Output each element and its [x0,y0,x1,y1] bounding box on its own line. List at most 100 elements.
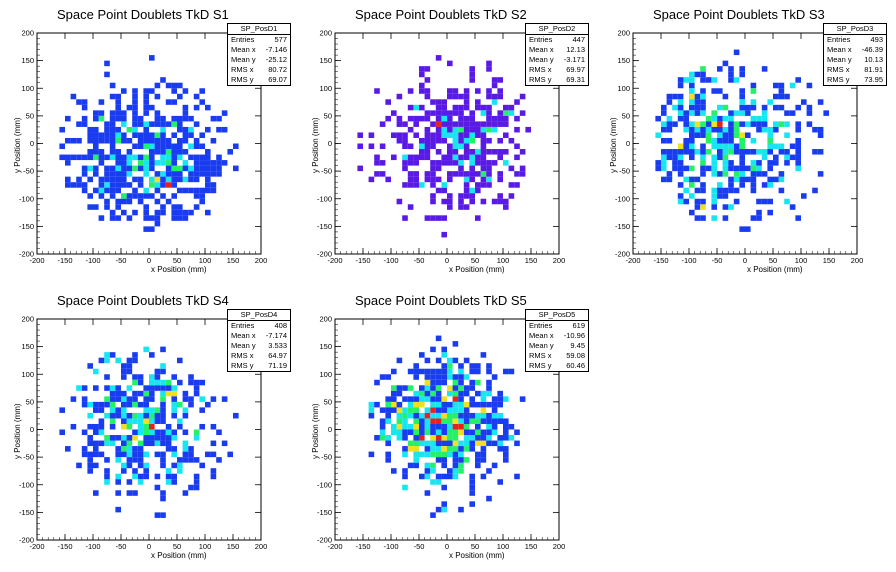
heatmap-bin [789,143,796,150]
heatmap-bin [789,110,796,116]
heatmap-bin [93,137,99,144]
heatmap-bin [711,187,717,194]
stats-label: Mean y [827,55,852,64]
heatmap-bin [672,121,678,127]
heatmap-bin [177,121,183,127]
stats-label: RMS x [827,65,850,74]
heatmap-bin [717,104,723,111]
heatmap-bin [205,187,211,194]
heatmap-bin [121,132,127,138]
heatmap-bin [205,209,211,216]
stats-row: Mean y -25.12 [228,55,290,65]
heatmap-bin [177,215,183,221]
heatmap-bin [784,121,790,127]
heatmap-bin [81,115,88,122]
heatmap-bin [65,176,71,183]
heatmap-bin [722,193,729,199]
heatmap-bin [778,187,785,194]
y-axis-title: y Position (mm) [609,117,618,173]
stats-row: Entries 619 [526,321,588,331]
heatmap-bin [486,66,492,72]
heatmap-bin [447,154,453,161]
heatmap-bin [210,165,217,172]
heatmap-bin [469,490,475,496]
heatmap-bin [739,160,745,166]
heatmap-bin [81,446,88,452]
heatmap-bin [661,149,667,155]
heatmap-bin [98,193,105,199]
heatmap-bin [121,446,127,452]
axis-ticks [334,32,560,255]
heatmap-bin [98,160,105,166]
heatmap-bin [193,457,200,463]
heatmap-bin [463,390,470,397]
heatmap-bin [452,143,459,150]
heatmap-bin [700,182,706,188]
stats-value: 408 [274,321,287,330]
heatmap-bin [154,440,161,447]
stats-label: Entries [827,35,851,44]
heatmap-bin [109,82,116,89]
heatmap-bin [447,88,453,94]
heatmap-bin [137,429,144,436]
heatmap-bin [458,198,464,205]
heatmap-bin [424,171,431,177]
heatmap-bin [407,88,414,94]
heatmap-bin [430,446,436,452]
heatmap-bin [756,209,762,216]
y-tick-label: -150 [317,508,332,517]
heatmap-bin [210,187,217,194]
heatmap-bin [419,385,425,391]
heatmap-bin [447,60,453,67]
heatmap-bin [154,418,161,424]
heatmap-bin [424,490,431,496]
heatmap-bin [188,379,194,386]
heatmap-bin [104,137,110,144]
heatmap-bin [711,115,717,122]
heatmap-bin [177,165,183,172]
heatmap-bin [121,171,127,177]
heatmap-bin [81,396,88,402]
stats-row: RMS y 60.46 [526,361,588,371]
heatmap-bin [424,77,431,83]
heatmap-bin [407,401,414,408]
heatmap-bin [126,423,133,430]
stats-value: 619 [572,321,585,330]
heatmap-bin [149,88,155,94]
heatmap-bin [503,446,509,452]
heatmap-bin [93,143,99,150]
heatmap-bin [486,429,492,436]
heatmap-bin [491,401,498,408]
heatmap-bin [463,143,470,150]
heatmap-bin [221,160,228,166]
heatmap-bin [497,171,503,177]
heatmap-bin [711,88,717,94]
heatmap-bin [109,209,116,216]
heatmap-bin [486,412,492,419]
heatmap-bin [126,396,133,402]
heatmap-bin [160,401,166,408]
heatmap-bin [689,121,695,127]
heatmap-bin [216,165,222,172]
stats-value: 577 [274,35,287,44]
heatmap-bin [407,423,414,430]
stats-label: Mean x [529,45,554,54]
heatmap-bin [177,357,183,364]
heatmap-bin [469,71,475,78]
heatmap-bins [357,55,531,238]
heatmap-bin [143,93,149,100]
heatmap-bin [98,401,105,408]
heatmap-bin [413,104,419,111]
heatmap-bin [76,176,82,183]
heatmap-bin [154,473,161,480]
heatmap-bin [491,115,498,122]
stats-box: SP_PosD3 Entries 493 Mean x -46.39 Mean y 10.1… [823,23,887,86]
heatmap-bin [435,473,442,480]
heatmap-bin [210,160,217,166]
heatmap-bin [385,457,391,463]
heatmap-bin [430,182,436,188]
heatmap-bin [149,165,155,172]
heatmap-bin [402,143,408,150]
heatmap-bin [441,451,447,458]
y-tick-label: 0 [626,139,630,148]
